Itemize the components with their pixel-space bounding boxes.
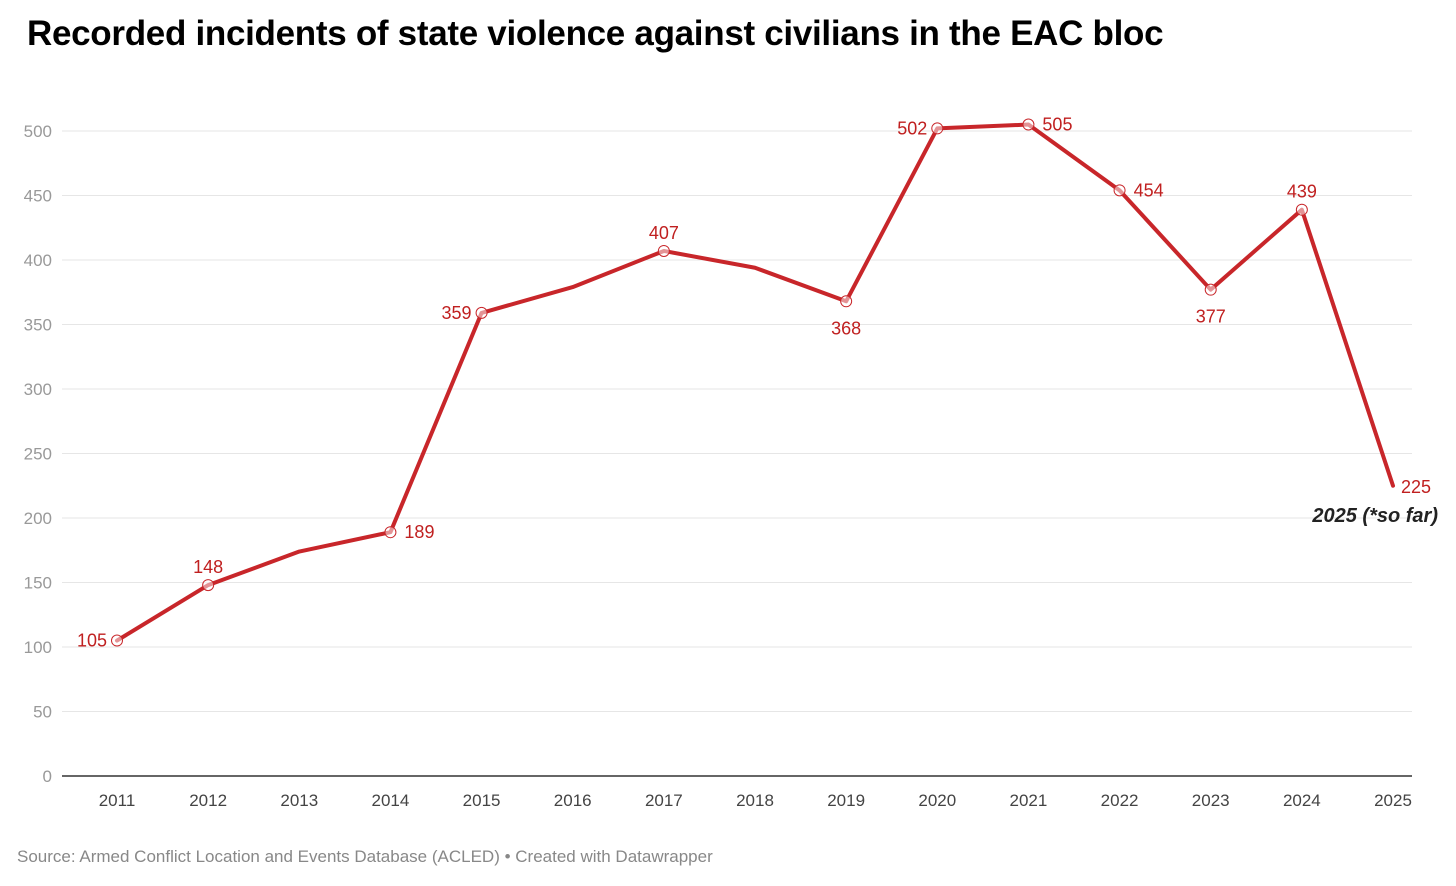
- data-label: 359: [442, 303, 472, 323]
- series-line: [115, 122, 1395, 643]
- y-tick-label: 500: [24, 122, 52, 141]
- point-marker: [657, 244, 670, 257]
- data-label: 105: [77, 631, 107, 651]
- y-tick-label: 200: [24, 509, 52, 528]
- gridlines: [62, 130, 1412, 777]
- y-tick-label: 450: [24, 187, 52, 206]
- x-tick-label: 2014: [372, 791, 410, 810]
- y-tick-label: 50: [33, 703, 52, 722]
- x-tick-label: 2022: [1101, 791, 1139, 810]
- y-tick-label: 400: [24, 251, 52, 270]
- data-label: 505: [1042, 115, 1072, 135]
- x-axis-ticks: 2011 2012 2013 2014 2015 2016 2017 2018 2019 2020…: [99, 791, 1412, 810]
- x-tick-label: 2012: [189, 791, 227, 810]
- x-tick-label: 2019: [827, 791, 865, 810]
- point-marker: [1022, 118, 1035, 131]
- y-tick-label: 100: [24, 638, 52, 657]
- point-marker: [1113, 184, 1126, 197]
- x-tick-label: 2021: [1010, 791, 1048, 810]
- x-tick-label: 2015: [463, 791, 501, 810]
- x-tick-label: 2017: [645, 791, 683, 810]
- y-tick-label: 150: [24, 574, 52, 593]
- data-label: 189: [404, 522, 434, 542]
- x-tick-label: 2011: [99, 791, 136, 810]
- y-tick-label: 250: [24, 445, 52, 464]
- x-tick-label: 2023: [1192, 791, 1230, 810]
- data-label: 368: [831, 318, 861, 338]
- data-label: 439: [1287, 182, 1317, 202]
- point-marker: [840, 295, 853, 308]
- data-label: 148: [193, 557, 223, 577]
- y-axis-ticks: 0 50 100 150 200 250 300 350 400 450 500: [24, 122, 52, 786]
- x-tick-label: 2024: [1283, 791, 1321, 810]
- annotation-label: 2025 (*so far): [1311, 505, 1438, 527]
- x-tick-label: 2016: [554, 791, 592, 810]
- data-label: 377: [1196, 307, 1226, 327]
- point-marker: [202, 579, 215, 592]
- x-tick-label: 2020: [918, 791, 956, 810]
- data-label: 502: [897, 118, 927, 138]
- point-marker: [931, 122, 944, 135]
- source-note: Source: Armed Conflict Location and Even…: [17, 847, 713, 866]
- point-marker: [111, 634, 123, 647]
- data-label: 225: [1401, 477, 1431, 497]
- data-label: 407: [649, 223, 679, 243]
- point-marker: [384, 526, 397, 539]
- chart-title: Recorded incidents of state violence aga…: [27, 14, 1164, 53]
- data-label: 454: [1134, 180, 1164, 200]
- point-marker: [1204, 283, 1217, 296]
- series: [111, 118, 1395, 647]
- point-marker: [475, 306, 488, 319]
- y-tick-label: 300: [24, 380, 52, 399]
- y-tick-label: 350: [24, 316, 52, 335]
- y-tick-label: 0: [43, 767, 52, 786]
- x-tick-label: 2018: [736, 791, 774, 810]
- data-labels: 105 148 189 359 407 368 502 505 454 377 439 225 2025…: [77, 115, 1438, 651]
- x-tick-label: 2013: [280, 791, 318, 810]
- point-marker: [1295, 203, 1308, 216]
- x-tick-label: 2025: [1374, 791, 1412, 810]
